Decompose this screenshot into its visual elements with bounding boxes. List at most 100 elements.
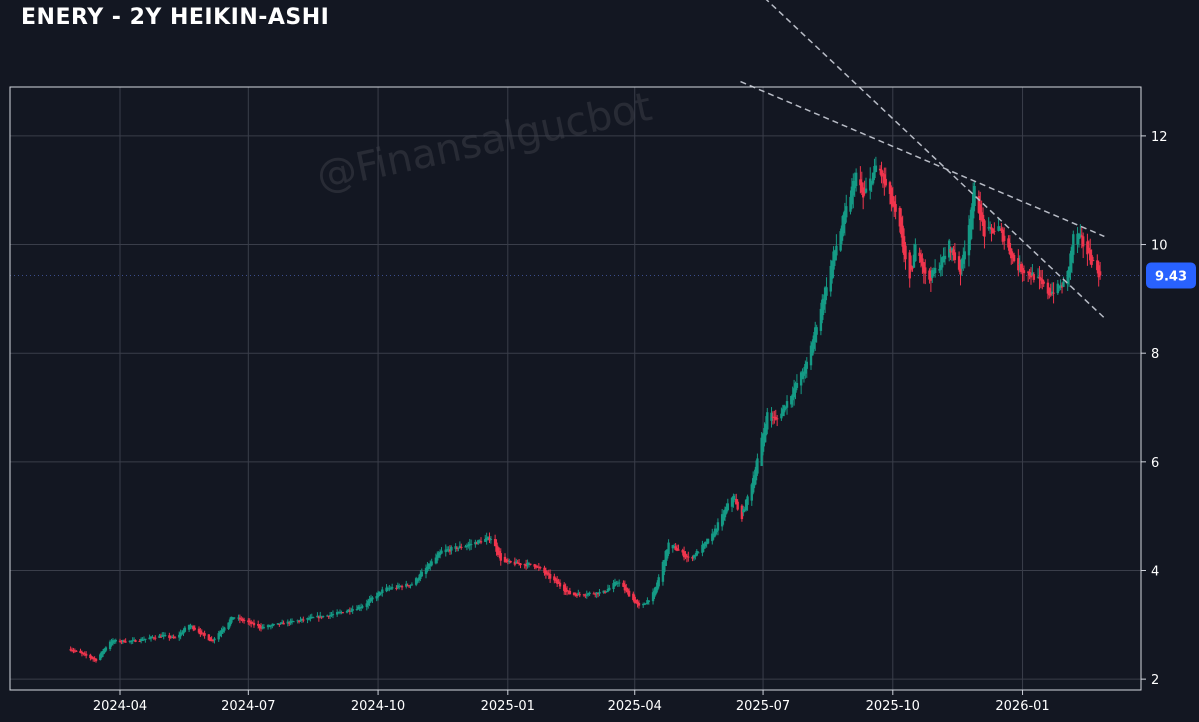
candle-down bbox=[682, 551, 686, 558]
candle-down bbox=[1007, 238, 1010, 248]
candle-up bbox=[598, 591, 601, 594]
candle-down bbox=[1039, 277, 1043, 281]
candle-up bbox=[833, 250, 837, 261]
candle-down bbox=[1089, 249, 1092, 261]
candle-up bbox=[476, 540, 480, 544]
candle-up bbox=[1069, 253, 1072, 273]
candle-up bbox=[515, 561, 518, 564]
candle-up bbox=[335, 612, 339, 615]
candle-up bbox=[802, 371, 806, 376]
candle-up bbox=[268, 626, 271, 628]
candle-up bbox=[809, 345, 813, 366]
candle-up bbox=[279, 622, 282, 625]
candle-up bbox=[218, 631, 222, 637]
candle-up bbox=[694, 554, 697, 557]
candle-down bbox=[674, 546, 677, 551]
candle-up bbox=[508, 560, 511, 562]
candle-up bbox=[178, 634, 181, 638]
candle-up bbox=[962, 254, 965, 264]
chart-title: ENERY - 2Y HEIKIN-ASHI bbox=[21, 5, 330, 30]
candle-down bbox=[684, 554, 687, 558]
candle-down bbox=[633, 596, 636, 603]
candle-down bbox=[524, 564, 528, 567]
candle-down bbox=[138, 641, 141, 643]
candle-down bbox=[627, 590, 631, 597]
candle-down bbox=[80, 651, 84, 654]
watermark: @Finansalgucbot bbox=[313, 84, 656, 200]
candle-down bbox=[506, 560, 510, 563]
candle-down bbox=[498, 551, 501, 556]
candle-down bbox=[517, 563, 521, 565]
candle-up bbox=[832, 251, 835, 270]
candle-up bbox=[399, 585, 402, 587]
candle-up bbox=[100, 651, 103, 658]
candle-up bbox=[141, 639, 144, 641]
candle-down bbox=[516, 562, 519, 564]
candle-up bbox=[656, 582, 659, 591]
candle-down bbox=[210, 639, 213, 641]
candle-down bbox=[317, 616, 321, 619]
candle-up bbox=[385, 587, 388, 592]
candle-up bbox=[756, 458, 759, 474]
candle-up bbox=[801, 372, 804, 379]
candle-down bbox=[209, 637, 212, 642]
candle-up bbox=[933, 267, 937, 274]
candle-down bbox=[993, 230, 996, 232]
candle-down bbox=[563, 584, 566, 591]
candle-up bbox=[180, 632, 184, 635]
candle-down bbox=[1042, 281, 1045, 284]
candle-down bbox=[207, 634, 211, 641]
candle-down bbox=[495, 542, 498, 552]
candle-up bbox=[760, 437, 763, 467]
candle-up bbox=[967, 225, 971, 256]
candle-up bbox=[713, 528, 717, 536]
candle-up bbox=[730, 497, 734, 507]
candle-down bbox=[952, 249, 955, 256]
candle-up bbox=[940, 257, 944, 268]
candle-up bbox=[330, 614, 333, 616]
candle-up bbox=[468, 543, 471, 546]
x-tick-label: 2024-07 bbox=[221, 699, 275, 714]
candle-down bbox=[70, 649, 74, 651]
candle-up bbox=[811, 342, 814, 356]
candle-down bbox=[529, 563, 532, 565]
candle-up bbox=[289, 620, 292, 624]
candle-up bbox=[997, 226, 1000, 231]
candle-down bbox=[248, 621, 251, 623]
candle-up bbox=[410, 584, 414, 586]
candle-down bbox=[1049, 291, 1052, 296]
candle-up bbox=[420, 571, 423, 577]
candle-up bbox=[784, 406, 787, 409]
candle-up bbox=[763, 428, 766, 443]
candle-down bbox=[543, 567, 546, 573]
candle-up bbox=[376, 592, 380, 598]
candle-down bbox=[625, 587, 628, 591]
candle-up bbox=[438, 552, 442, 556]
candle-up bbox=[526, 562, 529, 566]
candle-down bbox=[82, 652, 85, 654]
candle-up bbox=[712, 534, 715, 538]
candle-down bbox=[168, 635, 171, 638]
candle-down bbox=[1090, 255, 1093, 265]
candle-up bbox=[822, 298, 825, 310]
candle-up bbox=[746, 496, 749, 505]
candle-down bbox=[1012, 254, 1016, 262]
candle-up bbox=[1058, 287, 1061, 289]
candle-up bbox=[527, 563, 531, 565]
candle-up bbox=[371, 597, 374, 600]
candle-up bbox=[585, 594, 588, 596]
candle-up bbox=[162, 634, 165, 637]
candle-up bbox=[326, 615, 329, 617]
candle-down bbox=[72, 650, 75, 652]
candle-down bbox=[900, 217, 903, 235]
candle-down bbox=[242, 619, 246, 622]
candle-up bbox=[389, 588, 392, 590]
candle-down bbox=[572, 592, 576, 596]
candle-down bbox=[881, 173, 885, 176]
candle-down bbox=[949, 249, 952, 253]
candle-up bbox=[358, 607, 361, 609]
candle-up bbox=[612, 583, 615, 590]
candle-down bbox=[981, 214, 985, 226]
candle-down bbox=[1026, 271, 1030, 273]
candle-down bbox=[894, 204, 897, 212]
